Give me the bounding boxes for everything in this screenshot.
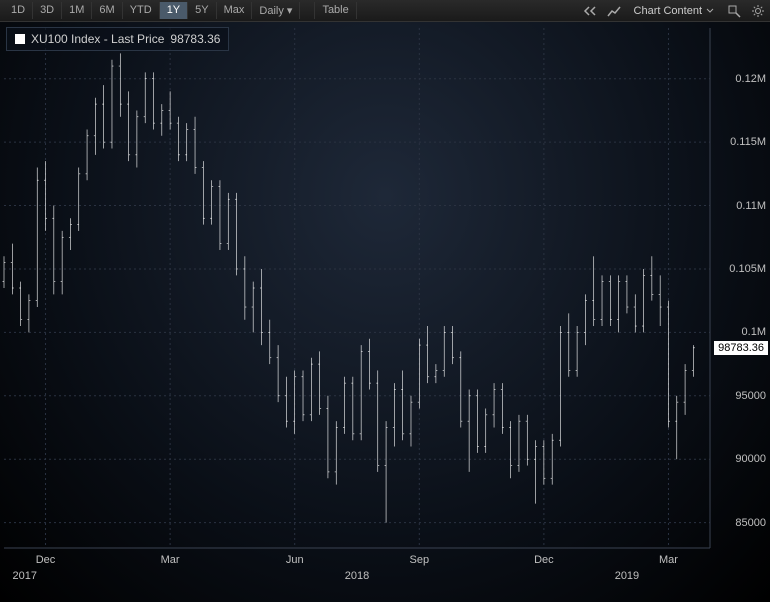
range-tab-6m[interactable]: 6M: [92, 2, 122, 19]
chart-content-button[interactable]: Chart Content: [630, 5, 718, 17]
range-tab-1y[interactable]: 1Y: [160, 2, 188, 19]
y-axis-label: 85000: [735, 517, 766, 529]
x-axis-year-label: 2017: [13, 570, 37, 582]
x-axis-month-label: Dec: [36, 554, 56, 566]
y-axis-label: 0.1M: [742, 326, 766, 338]
toolbar-right: Chart Content: [582, 3, 766, 19]
legend-box: XU100 Index - Last Price 98783.36: [6, 27, 229, 51]
range-tab-ytd[interactable]: YTD: [123, 2, 160, 19]
legend-marker: [15, 34, 25, 44]
range-tab-1m[interactable]: 1M: [62, 2, 92, 19]
chart-content-label: Chart Content: [634, 5, 702, 17]
y-axis-label: 0.11M: [736, 200, 766, 212]
zoom-icon[interactable]: [726, 3, 742, 19]
x-axis-month-label: Mar: [659, 554, 678, 566]
range-tab-max[interactable]: Max: [217, 2, 253, 19]
range-tab-daily[interactable]: Daily ▾: [252, 2, 300, 19]
range-tab-5y[interactable]: 5Y: [188, 2, 216, 19]
chevron-down-icon: [706, 5, 714, 17]
x-axis-month-label: Dec: [534, 554, 554, 566]
y-axis-label: 90000: [735, 453, 766, 465]
gear-icon[interactable]: [750, 3, 766, 19]
range-tab-sep: [300, 2, 315, 19]
range-tab-table[interactable]: Table: [315, 2, 356, 19]
x-axis-year-label: 2019: [615, 570, 639, 582]
range-tabs: 1D3D1M6MYTD1Y5YMaxDaily ▾ Table: [4, 2, 357, 19]
chart-tool-icon[interactable]: [606, 3, 622, 19]
chart-area: 0.12M 0.115M 0.11M 0.105M 0.1M 95000 90000 8500…: [0, 22, 770, 602]
y-axis-label: 0.105M: [729, 263, 766, 275]
last-price-tag: 98783.36: [714, 341, 768, 355]
y-axis-label: 0.115M: [730, 136, 766, 148]
y-axis-label: 0.12M: [735, 73, 766, 85]
chart-svg: [0, 22, 770, 602]
collapse-icon[interactable]: [582, 3, 598, 19]
x-axis-year-label: 2018: [345, 570, 369, 582]
legend-last-value: 98783.36: [170, 32, 220, 46]
toolbar: 1D3D1M6MYTD1Y5YMaxDaily ▾ Table Chart Con…: [0, 0, 770, 22]
legend-series-name: XU100 Index - Last Price: [31, 32, 164, 46]
x-axis-month-label: Jun: [286, 554, 304, 566]
range-tab-3d[interactable]: 3D: [33, 2, 62, 19]
x-axis-month-label: Mar: [161, 554, 180, 566]
y-axis-label: 95000: [735, 390, 766, 402]
x-axis-month-label: Sep: [409, 554, 429, 566]
range-tab-1d[interactable]: 1D: [4, 2, 33, 19]
